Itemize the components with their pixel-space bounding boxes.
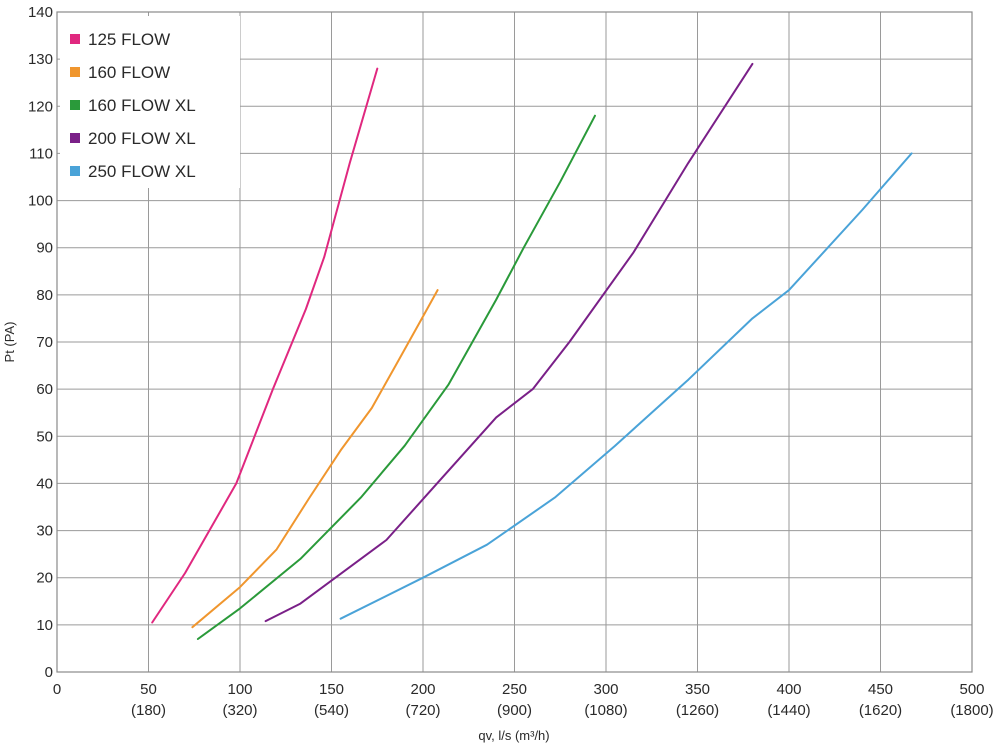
y-tick-label: 140 [28,4,53,21]
x-tick-sublabel: (1800) [950,702,993,719]
x-tick-label: 50 [140,681,157,698]
x-tick-sublabel: (540) [314,702,349,719]
y-axis-label: Pt (PA) [2,322,17,363]
series-line-5 [339,152,913,620]
x-tick-sublabel: (900) [497,702,532,719]
legend-swatch [70,34,80,44]
x-tick-sublabel: (1260) [676,702,719,719]
y-tick-label: 90 [36,240,53,257]
x-tick-label: 250 [502,681,527,698]
x-tick-sublabel: (1620) [859,702,902,719]
y-tick-label: 10 [36,617,53,634]
x-axis-label: qv, l/s (m³/h) [478,728,549,743]
legend-label: 160 FLOW XL [88,96,196,115]
y-tick-label: 130 [28,51,53,68]
legend-swatch [70,166,80,176]
y-tick-label: 70 [36,334,53,351]
plot-frame [56,11,973,673]
legend-label: 200 FLOW XL [88,129,196,148]
y-tick-label: 100 [28,193,53,210]
y-tick-label: 0 [45,664,53,681]
x-tick-label: 450 [868,681,893,698]
x-tick-sublabel: (180) [131,702,166,719]
x-tick-label: 0 [53,681,61,698]
series-line-2 [191,289,439,629]
x-tick-label: 150 [319,681,344,698]
y-tick-label: 120 [28,98,53,115]
series-line-4 [264,62,754,623]
legend-swatch [70,100,80,110]
x-tick-label: 300 [593,681,618,698]
x-tick-sublabel: (320) [222,702,257,719]
series-lines [151,62,913,640]
x-tick-label: 400 [776,681,801,698]
x-tick-label: 500 [959,681,984,698]
legend-swatch [70,67,80,77]
y-tick-label: 30 [36,523,53,540]
y-tick-label: 60 [36,381,53,398]
y-tick-label: 20 [36,570,53,587]
x-tick-sublabel: (1440) [767,702,810,719]
x-tick-sublabel: (720) [405,702,440,719]
series-line-3 [196,114,596,640]
axis-ticks: 0 10 20 30 40 50 60 70 80 90 100 110 120 130 140 0 50 (18… [28,4,994,719]
y-tick-label: 50 [36,428,53,445]
legend: 125 FLOW 160 FLOW 160 FLOW XL 200 FLOW XL 25… [60,16,240,188]
y-tick-label: 110 [29,145,53,162]
series-line-1 [151,67,379,624]
x-tick-label: 100 [227,681,252,698]
x-tick-sublabel: (1080) [584,702,627,719]
legend-label: 250 FLOW XL [88,162,196,181]
x-tick-label: 200 [410,681,435,698]
y-tick-label: 40 [36,475,53,492]
legend-label: 125 FLOW [88,30,170,49]
x-tick-label: 350 [685,681,710,698]
legend-label: 160 FLOW [88,63,170,82]
legend-background [60,16,240,188]
legend-swatch [70,133,80,143]
y-tick-label: 80 [36,287,53,304]
